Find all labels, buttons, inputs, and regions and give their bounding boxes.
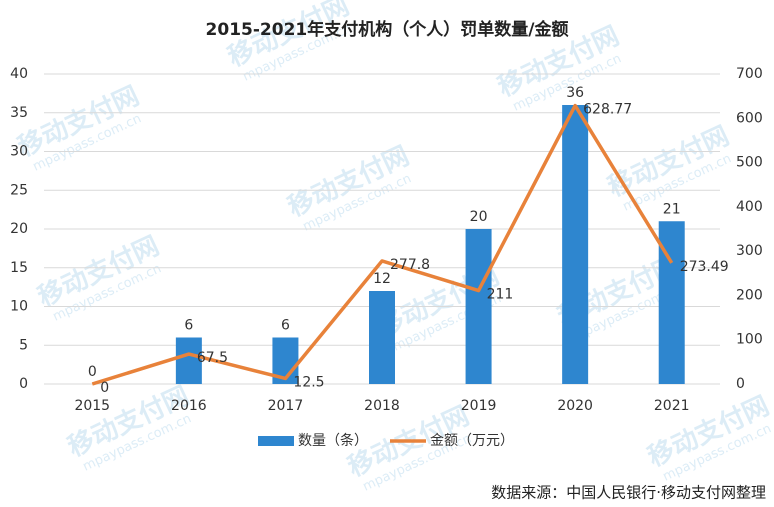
- line-value-label: 211: [487, 287, 514, 303]
- bar-value-label: 20: [470, 209, 488, 225]
- bar-value-label: 6: [281, 318, 290, 334]
- y-tick-label: 35: [10, 105, 28, 121]
- legend-label: 数量（条）: [298, 432, 368, 449]
- y-tick-label: 10: [10, 299, 28, 315]
- source-note: 数据来源：中国人民银行·移动支付网整理: [491, 484, 766, 502]
- bar-value-label: 21: [663, 201, 681, 217]
- y-tick-label: 5: [19, 337, 28, 353]
- line-value-label: 628.77: [583, 102, 632, 118]
- bar-value-label: 6: [184, 318, 193, 334]
- bar-value-label: 36: [566, 85, 584, 101]
- line-value-label: 277.8: [390, 257, 430, 273]
- x-tick-label: 2020: [557, 398, 593, 414]
- x-tick-label: 2015: [74, 398, 110, 414]
- bar: [465, 229, 492, 384]
- y2-tick-label: 100: [736, 332, 763, 348]
- bar: [562, 105, 589, 384]
- bar: [175, 337, 202, 384]
- line-value-label: 273.49: [680, 259, 729, 275]
- y2-tick-label: 600: [736, 110, 763, 126]
- bar: [369, 291, 395, 384]
- y2-tick-label: 200: [736, 287, 763, 303]
- y2-tick-label: 400: [736, 199, 763, 215]
- y-tick-label: 0: [19, 376, 28, 392]
- y-tick-label: 15: [10, 260, 28, 276]
- x-tick-label: 2017: [268, 398, 304, 414]
- x-tick-label: 2016: [171, 398, 207, 414]
- chart-title: 2015-2021年支付机构（个人）罚单数量/金额: [206, 19, 569, 40]
- x-tick-label: 2018: [364, 398, 400, 414]
- x-tick-label: 2021: [654, 398, 690, 414]
- y2-tick-label: 700: [736, 66, 763, 82]
- legend-label: 金额（万元）: [430, 433, 514, 449]
- line-value-label: 67.5: [197, 350, 228, 366]
- y-tick-label: 40: [10, 66, 28, 82]
- y2-tick-label: 0: [736, 376, 745, 392]
- y-tick-label: 25: [10, 182, 28, 198]
- bar-value-label: 0: [88, 364, 97, 380]
- legend-swatch: [258, 436, 294, 446]
- y2-tick-label: 500: [736, 155, 763, 171]
- y-tick-label: 30: [10, 144, 28, 160]
- y-tick-label: 20: [10, 221, 28, 237]
- line: [91, 103, 674, 386]
- line-value-label: 0: [100, 380, 109, 396]
- y2-tick-label: 300: [736, 243, 763, 259]
- bar-value-label: 12: [373, 271, 391, 287]
- line-value-label: 12.5: [293, 374, 324, 390]
- x-tick-label: 2019: [461, 398, 497, 414]
